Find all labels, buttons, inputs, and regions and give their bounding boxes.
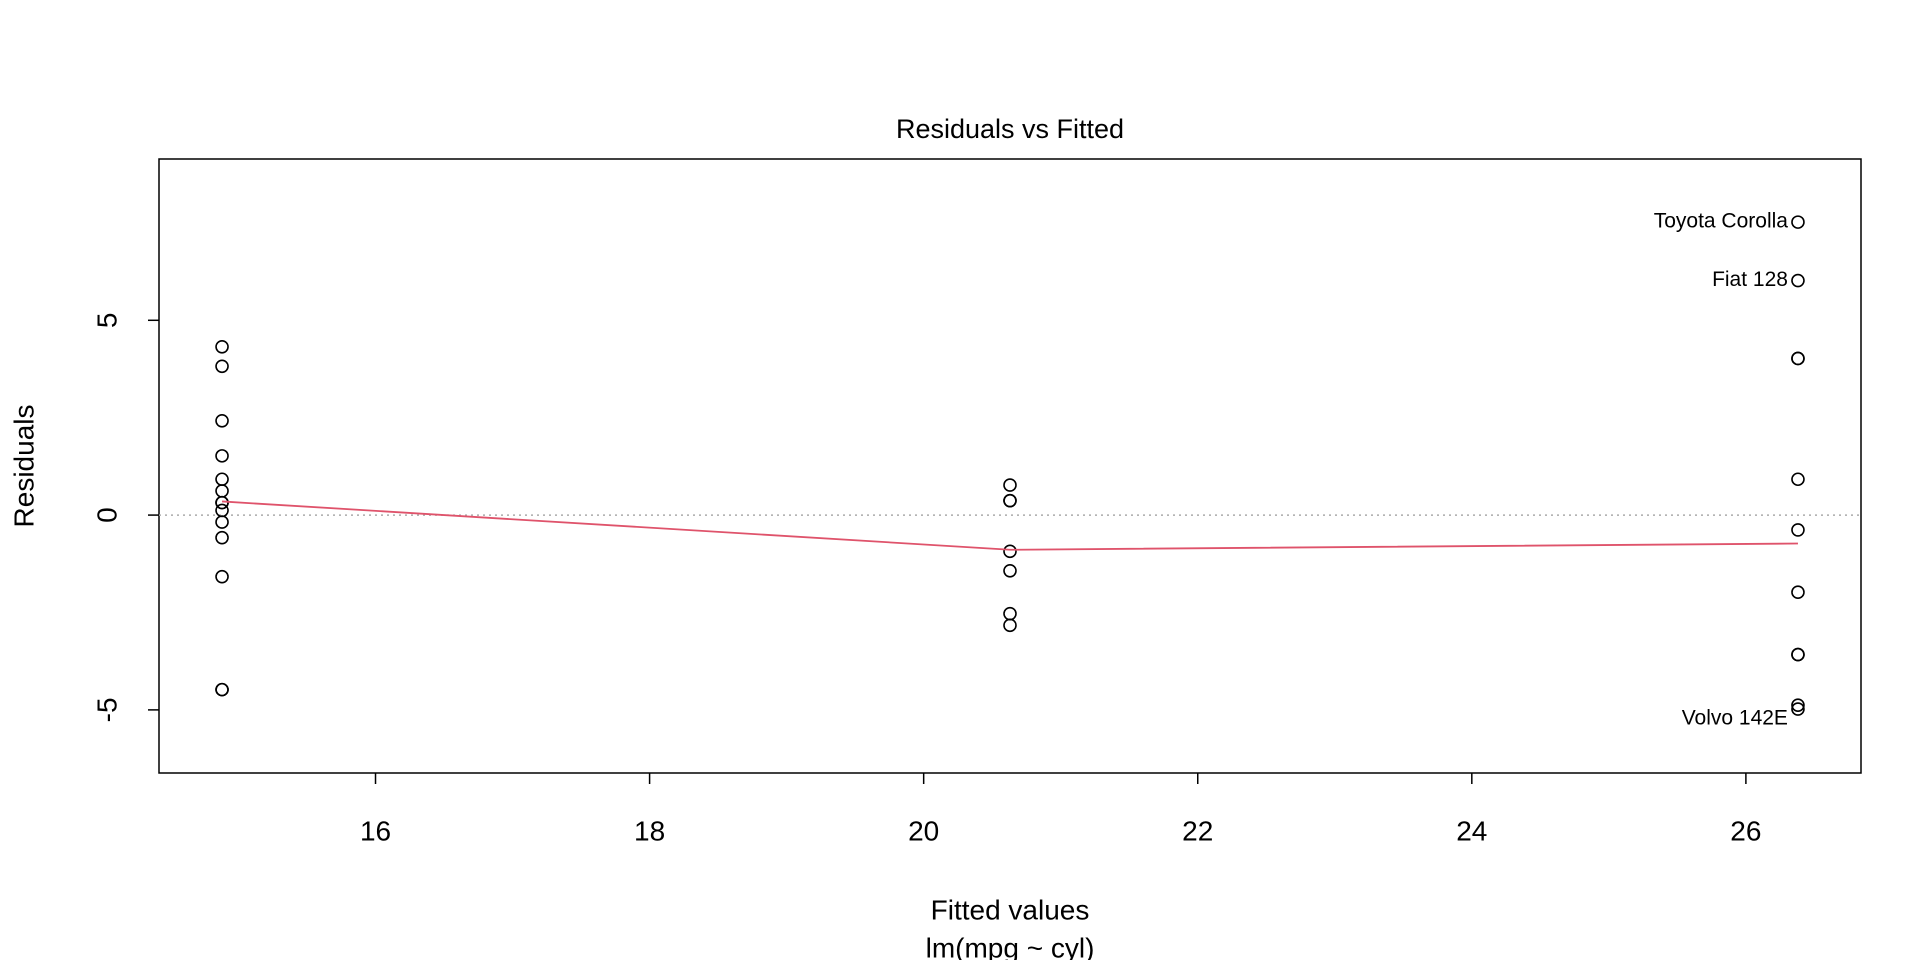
point bbox=[1791, 585, 1805, 600]
x-tick-label: 16 bbox=[360, 815, 391, 846]
point bbox=[1003, 544, 1017, 559]
point bbox=[1791, 351, 1805, 366]
point bbox=[215, 472, 229, 487]
point bbox=[1003, 493, 1017, 508]
plot-frame bbox=[158, 158, 1862, 774]
point bbox=[215, 569, 229, 584]
point bbox=[1791, 647, 1805, 662]
point bbox=[215, 339, 229, 354]
x-tick-label: 24 bbox=[1456, 815, 1487, 846]
x-tick-label: 18 bbox=[634, 815, 665, 846]
point bbox=[215, 530, 229, 545]
point-label: Fiat 128 bbox=[1712, 268, 1788, 291]
point bbox=[215, 682, 229, 697]
point bbox=[1791, 702, 1805, 716]
point bbox=[1003, 478, 1017, 492]
point bbox=[1003, 618, 1017, 633]
y-tick-label: 0 bbox=[91, 507, 122, 523]
x-axis-label: Fitted values bbox=[931, 894, 1090, 925]
point bbox=[1003, 564, 1017, 578]
x-tick-label: 20 bbox=[908, 815, 939, 846]
subtitle: lm(mpg ~ cyl) bbox=[926, 932, 1095, 960]
point bbox=[1791, 472, 1805, 487]
point-label: Toyota Corolla bbox=[1654, 210, 1789, 233]
y-tick-label: -5 bbox=[91, 697, 122, 722]
point bbox=[215, 449, 229, 463]
point bbox=[1791, 273, 1805, 288]
point bbox=[1791, 523, 1805, 537]
x-tick-label: 26 bbox=[1730, 815, 1761, 846]
y-tick-label: 5 bbox=[91, 313, 122, 329]
point bbox=[1791, 215, 1805, 229]
smooth-line bbox=[221, 500, 1798, 551]
point bbox=[215, 414, 229, 428]
point bbox=[1791, 698, 1805, 713]
point-label: Volvo 142E bbox=[1682, 707, 1788, 730]
point bbox=[215, 503, 229, 518]
chart-title: Residuals vs Fitted bbox=[896, 114, 1124, 144]
x-tick-label: 22 bbox=[1182, 815, 1213, 846]
y-axis-label: Residuals bbox=[8, 405, 39, 528]
point bbox=[215, 359, 229, 374]
